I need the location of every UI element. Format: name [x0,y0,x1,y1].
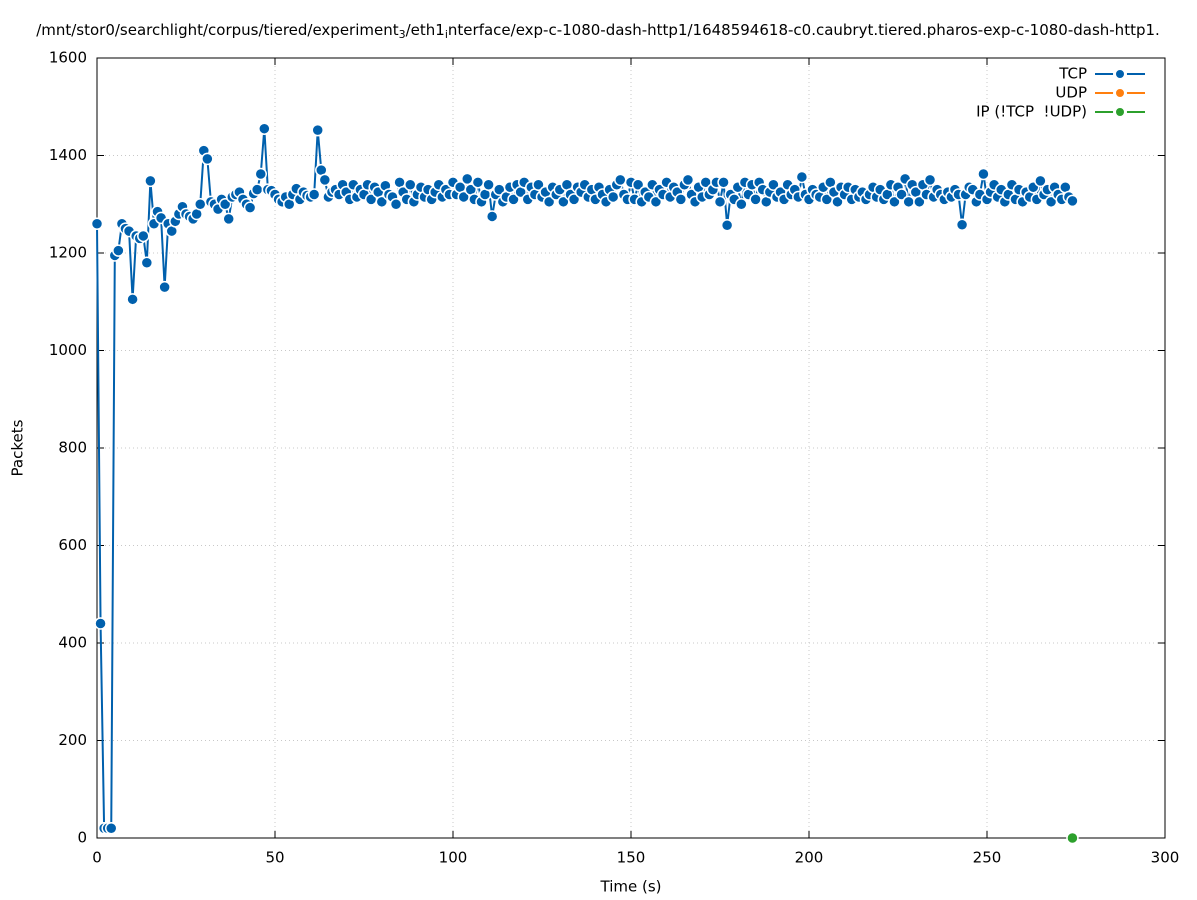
y-tick-label: 1000 [49,341,87,359]
x-tick-label: 250 [973,849,1002,867]
data-point [485,210,499,223]
y-axis-label: Packets [9,419,27,476]
data-point [681,173,695,187]
legend-label: TCP [1058,65,1087,83]
y-tick-label: 1200 [49,244,87,262]
data-point [767,178,780,191]
title-subscript: 3 [399,28,406,41]
data-point [243,201,257,214]
chart-title: /mnt/stor0/searchlight/corpus/tiered/exp… [36,21,1160,42]
x-tick-label: 50 [265,849,284,867]
data-point [606,190,620,204]
data-point [674,193,688,206]
legend-marker [1113,86,1127,100]
data-point [913,195,926,209]
data-point [749,193,762,206]
data-point [1034,174,1047,188]
data-point [831,195,844,209]
data-point [507,193,520,206]
legend-marker [1113,67,1127,81]
y-tick-label: 0 [77,829,87,847]
data-point [222,212,235,226]
data-point [471,176,485,189]
data-point [923,173,937,187]
x-tick-label: 100 [439,849,468,867]
data-point [254,167,268,181]
x-tick-label: 300 [1151,849,1180,867]
data-point [542,195,556,209]
y-tick-label: 1400 [49,146,87,164]
data-point [90,217,104,230]
data-point [955,218,969,231]
data-point [567,193,581,206]
x-tick-label: 0 [92,849,102,867]
data-point [126,293,139,306]
data-point [649,195,663,209]
data-point [307,188,321,201]
data-point [902,195,915,209]
series-line [96,128,1074,830]
legend-marker [1113,105,1127,119]
plot-border [96,57,1166,839]
data-point [144,174,157,188]
data-point [631,178,645,191]
data-point [720,218,734,232]
y-tick-label: 400 [58,634,87,652]
y-tick-label: 1600 [49,49,87,67]
title-part: /eth1 [406,21,445,39]
title-part: /mnt/stor0/searchlight/corpus/tiered/exp… [36,21,399,39]
y-tick-label: 200 [58,731,87,749]
data-point [112,244,125,257]
data-point [1066,831,1079,845]
data-point [460,172,474,186]
data-point [717,176,730,189]
data-point [713,195,727,209]
data-point [1066,194,1079,208]
data-point [795,170,809,184]
data-point [389,198,403,211]
title-part: nterface/exp-c-1080-dash-http1/164859461… [448,21,1160,39]
data-point [158,280,171,294]
data-point [895,188,908,201]
data-point [482,178,495,191]
data-point [404,178,417,191]
data-point [614,173,627,187]
data-point [311,123,324,137]
data-point [735,198,748,211]
x-axis-label: Time (s) [600,878,662,896]
data-point [193,198,207,211]
y-tick-label: 600 [58,536,87,554]
x-tick-label: 150 [617,849,646,867]
data-point [104,822,118,835]
data-point [250,183,264,196]
data-point [318,173,332,187]
legend-label: IP (!TCP !UDP) [976,103,1087,121]
data-point [140,256,154,269]
title-subscript: i [445,28,448,41]
data-point [201,152,214,166]
data-point [137,229,150,243]
y-tick-label: 800 [58,439,87,457]
data-point [977,167,990,181]
data-point [888,195,901,209]
data-point [375,195,389,209]
data-point [258,122,271,135]
data-point [532,178,545,191]
x-tick-label: 200 [795,849,824,867]
data-point [218,198,232,211]
legend-label: UDP [1055,84,1087,102]
data-point [94,617,107,630]
